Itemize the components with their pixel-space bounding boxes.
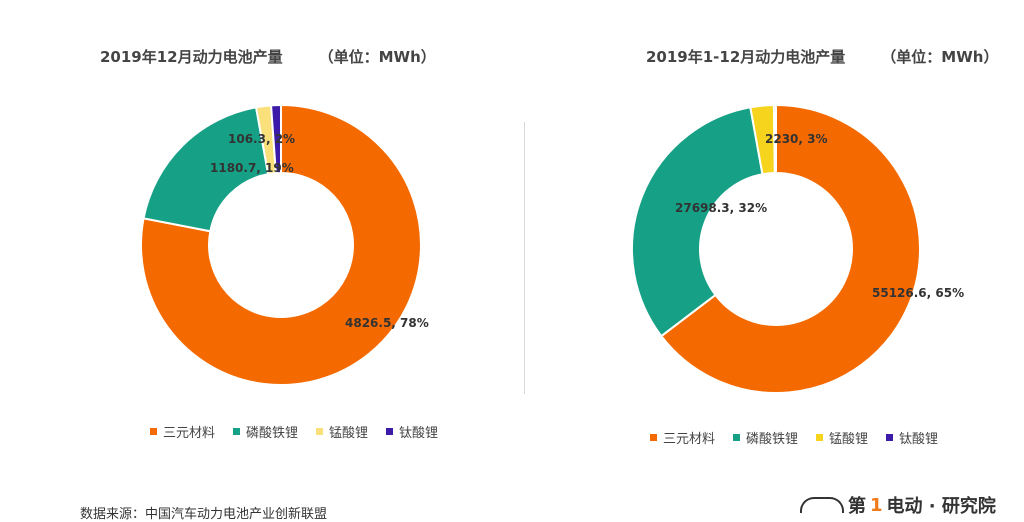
legend-label: 三元材料 [163, 426, 216, 441]
legend-label: 锰酸锂 [829, 432, 869, 447]
chart-panel-annual: 2019年1-12月动力电池产量 （单位：MWh） 55126.6, 65% 276… [526, 0, 1024, 470]
car-logo-icon [800, 497, 844, 513]
data-label-1: 1180.7, 19% [210, 161, 294, 175]
legend-item-2: 锰酸锂 [316, 422, 368, 441]
chart-legend: 三元材料 磷酸铁锂 锰酸锂 钛酸锂 [150, 422, 438, 441]
legend-label: 磷酸铁锂 [246, 426, 299, 441]
chart-unit: （单位：MWh） [881, 48, 999, 66]
legend-item-0: 三元材料 [650, 428, 715, 447]
data-label-1: 27698.3, 32% [675, 201, 767, 215]
logo-text-1: 第 [848, 496, 866, 517]
brand-logo: 第 1 电动 · 研究院 [800, 494, 996, 517]
chart-legend: 三元材料 磷酸铁锂 锰酸锂 钛酸锂 [650, 428, 938, 447]
logo-accent: 1 [870, 494, 883, 516]
donut-chart: 4826.5, 78% 1180.7, 19% 106.3, 2% [140, 103, 429, 386]
legend-label: 钛酸锂 [899, 432, 939, 447]
donut-slice-3 [269, 103, 282, 175]
data-source-note: 数据来源：中国汽车动力电池产业创新联盟 [80, 507, 328, 522]
data-label-0: 4826.5, 78% [345, 316, 429, 330]
legend-swatch [816, 434, 824, 441]
legend-item-0: 三元材料 [150, 422, 215, 441]
data-label-2: 2230, 3% [765, 132, 828, 146]
legend-swatch [150, 428, 157, 435]
donut-slice-3 [772, 103, 777, 175]
legend-item-1: 磷酸铁锂 [233, 422, 298, 441]
legend-item-1: 磷酸铁锂 [733, 428, 798, 447]
donut-slice-0 [659, 103, 921, 394]
legend-label: 钛酸锂 [399, 426, 439, 441]
legend-item-2: 锰酸锂 [816, 428, 868, 447]
chart-title: 2019年12月动力电池产量 （单位：MWh） [100, 46, 436, 67]
legend-item-3: 钛酸锂 [386, 422, 438, 441]
legend-swatch [886, 434, 894, 441]
legend-swatch [733, 434, 741, 441]
legend-swatch [233, 428, 241, 435]
donut-slice-1 [142, 106, 270, 233]
chart-title-text: 2019年1-12月动力电池产量 [646, 48, 846, 66]
donut-chart: 55126.6, 65% 27698.3, 32% 2230, 3% [631, 103, 964, 394]
legend-item-3: 钛酸锂 [886, 428, 938, 447]
panel-divider [524, 122, 525, 394]
legend-swatch [316, 428, 324, 435]
chart-panel-december: 2019年12月动力电池产量 （单位：MWh） 4826.5, 78% 1180.7… [0, 0, 524, 470]
donut-slice-1 [631, 106, 764, 338]
data-label-0: 55126.6, 65% [872, 286, 964, 300]
legend-label: 锰酸锂 [329, 426, 369, 441]
logo-text-2: 电动 · 研究院 [886, 496, 996, 517]
chart-unit: （单位：MWh） [318, 48, 436, 66]
data-label-2: 106.3, 2% [228, 132, 295, 146]
legend-label: 三元材料 [663, 432, 716, 447]
legend-swatch [386, 428, 394, 435]
chart-title-text: 2019年12月动力电池产量 [100, 48, 283, 66]
legend-label: 磷酸铁锂 [746, 432, 799, 447]
chart-title: 2019年1-12月动力电池产量 （单位：MWh） [646, 46, 998, 67]
donut-slice-0 [140, 103, 422, 386]
legend-swatch [650, 434, 657, 441]
